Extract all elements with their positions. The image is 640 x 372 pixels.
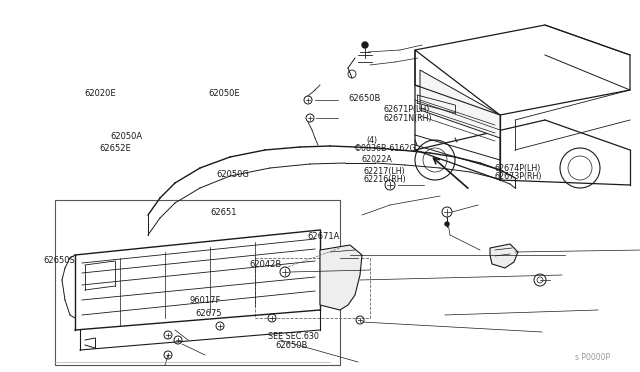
Text: 62675: 62675 — [195, 309, 222, 318]
Text: 62020E: 62020E — [84, 89, 116, 98]
Circle shape — [445, 222, 449, 226]
Text: 96017F: 96017F — [189, 296, 221, 305]
Text: 62050G: 62050G — [216, 170, 249, 179]
Text: 62671P(LH): 62671P(LH) — [384, 105, 430, 114]
Text: 62050E: 62050E — [209, 89, 240, 98]
Text: 62650B: 62650B — [349, 94, 381, 103]
Text: 62216(RH): 62216(RH) — [364, 175, 406, 184]
Text: 62671A: 62671A — [307, 232, 340, 241]
Text: s P0000P: s P0000P — [575, 353, 610, 362]
Text: 62022A: 62022A — [362, 155, 392, 164]
Text: 62652E: 62652E — [99, 144, 131, 153]
Text: 62650S: 62650S — [44, 256, 76, 265]
Circle shape — [362, 42, 368, 48]
Text: (4): (4) — [366, 136, 377, 145]
Text: 62217(LH): 62217(LH) — [364, 167, 405, 176]
Polygon shape — [320, 245, 362, 310]
Text: ©0836B-6162G: ©0836B-6162G — [354, 144, 417, 153]
Text: 62050A: 62050A — [110, 132, 142, 141]
Text: 62674P(LH): 62674P(LH) — [494, 164, 540, 173]
Text: SEE SEC.630: SEE SEC.630 — [268, 332, 318, 341]
Bar — [55, 200, 340, 365]
Text: 62673P(RH): 62673P(RH) — [494, 172, 541, 181]
Bar — [255, 258, 370, 318]
Text: 62042B: 62042B — [250, 260, 282, 269]
Polygon shape — [420, 70, 500, 138]
Text: 62650B: 62650B — [275, 341, 308, 350]
Polygon shape — [490, 244, 518, 268]
Text: 62651: 62651 — [210, 208, 236, 217]
Text: 62671N(RH): 62671N(RH) — [384, 114, 433, 123]
